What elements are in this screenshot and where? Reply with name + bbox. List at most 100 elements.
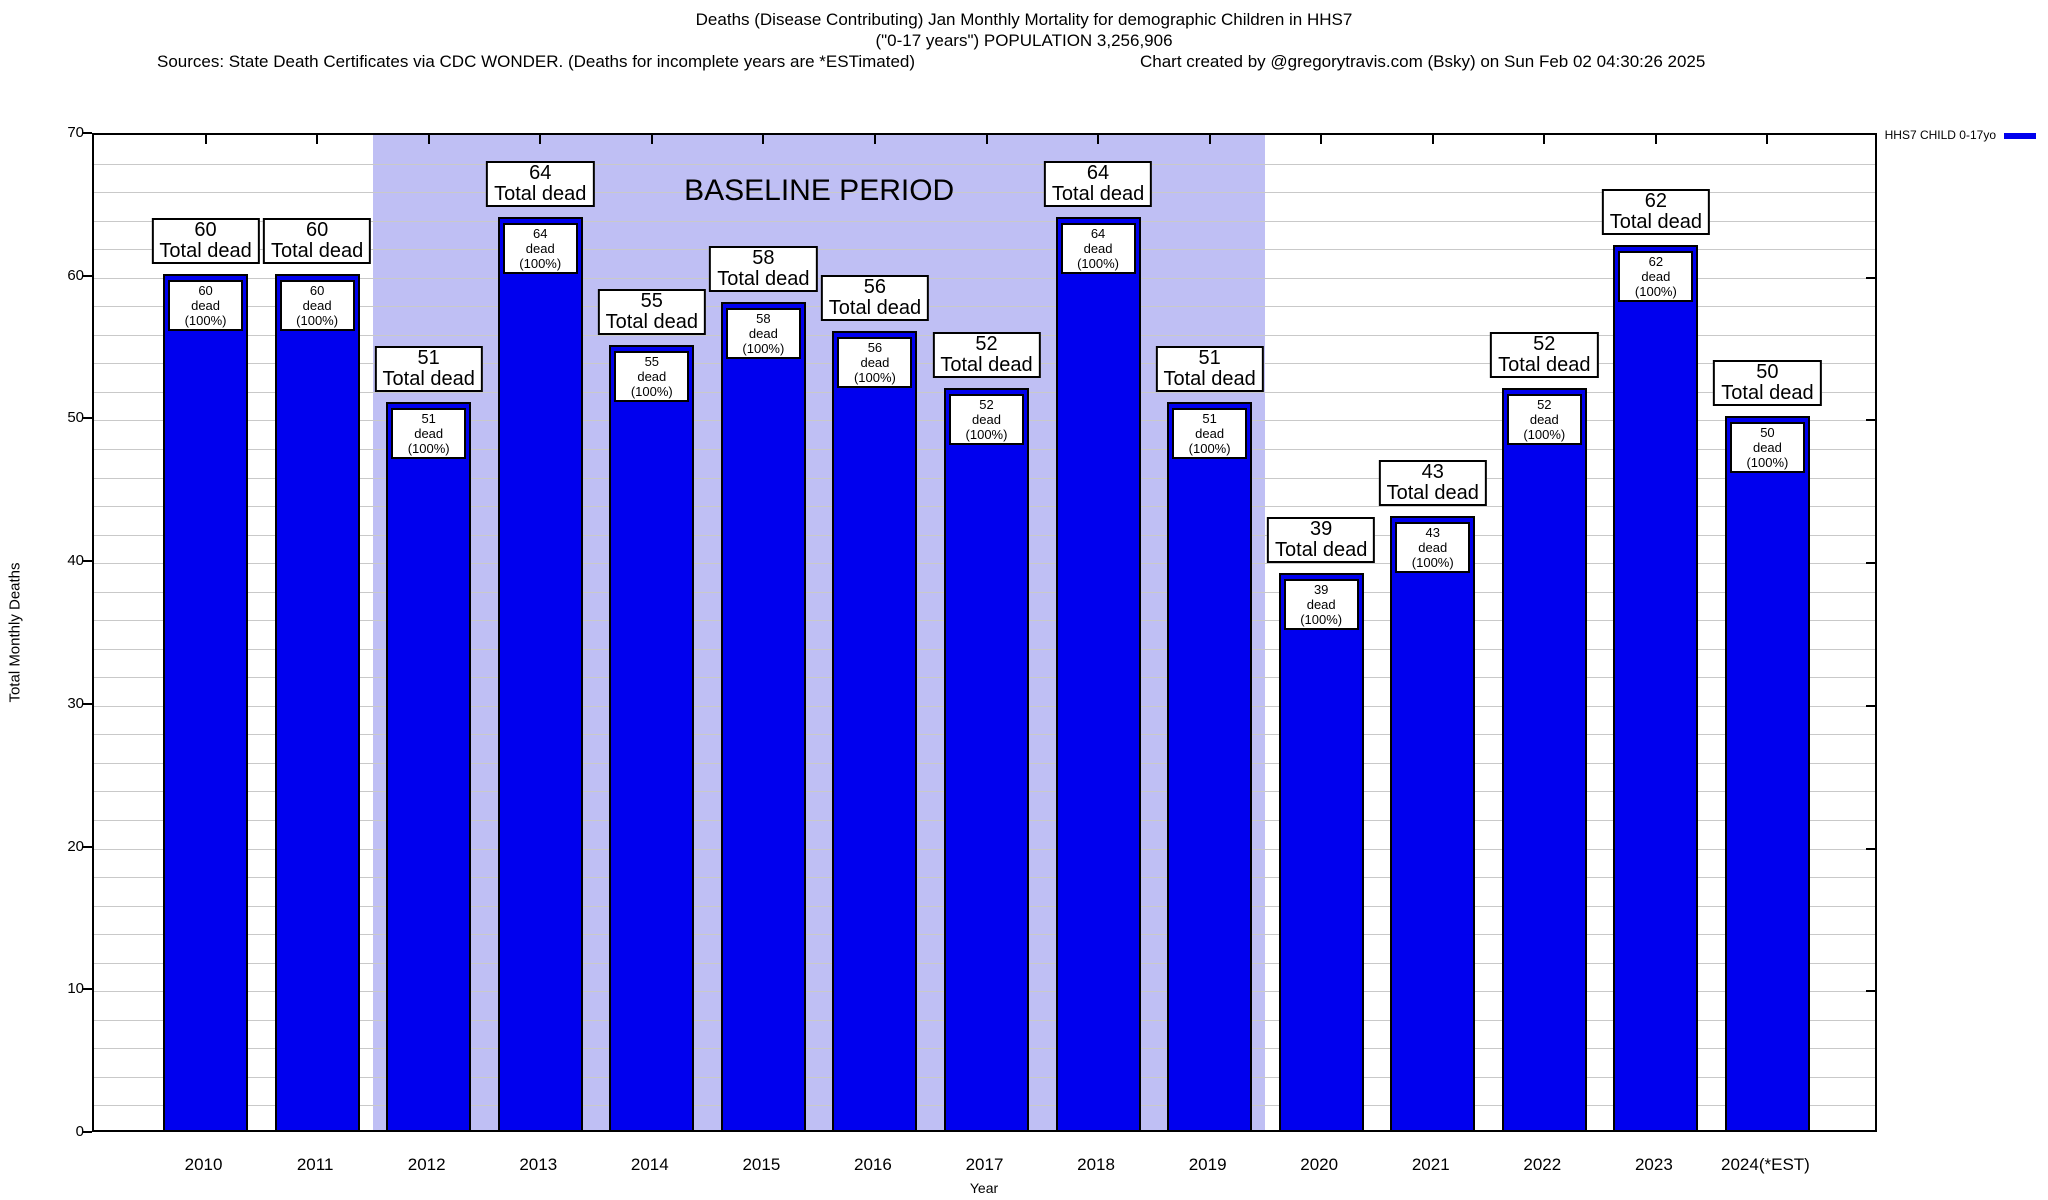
bar-top-suffix: Total dead — [1386, 482, 1479, 505]
x-tick-label: 2013 — [519, 1155, 558, 1174]
bar-top-suffix: Total dead — [1051, 182, 1145, 205]
bar-inner-suffix: dead (100%) — [1077, 240, 1120, 271]
x-tick-mark-top — [539, 135, 542, 144]
bar-top-value: 64 — [1086, 161, 1110, 184]
y-tick-mark-right — [1866, 990, 1875, 993]
bar-top-value: 55 — [640, 290, 663, 313]
bar-inner-suffix: dead (100%) — [1411, 540, 1454, 571]
x-tick-mark-top — [1766, 135, 1769, 144]
sources-note: Sources: State Death Certificates via CD… — [157, 52, 916, 71]
y-tick-mark-left — [83, 132, 92, 134]
gridline — [94, 192, 1875, 194]
bar-inner-label: 43 dead (100%) — [1395, 522, 1471, 574]
bar-top-suffix: Total dead — [1163, 368, 1256, 391]
bar-inner-value: 51 — [421, 411, 436, 427]
y-tick-label: 10 — [67, 980, 84, 998]
bar-top-value: 62 — [1644, 190, 1667, 213]
bar-inner-label: 64 dead (100%) — [502, 222, 578, 274]
x-tick-mark-top — [204, 135, 207, 144]
y-tick-mark-left — [83, 417, 92, 420]
bar-top-suffix: Total dead — [940, 353, 1033, 376]
bar-top-label: 43 Total dead — [1378, 460, 1487, 507]
bar-2023: 62 dead (100%) — [1613, 245, 1699, 1130]
x-tick-label: 2010 — [184, 1155, 223, 1174]
bar-inner-value: 52 — [979, 396, 994, 412]
bar-top-label: 56 Total dead — [820, 274, 930, 321]
bar-top-suffix: Total dead — [1609, 211, 1703, 234]
bar-2018: 64 dead (100%) — [1055, 216, 1141, 1130]
bar-inner-label: 60 dead (100%) — [279, 279, 355, 331]
bar-inner-suffix: dead (100%) — [519, 240, 562, 271]
bar-inner-label: 58 dead (100%) — [725, 308, 801, 360]
y-axis-title: Total Monthly Deaths — [6, 562, 24, 703]
page-title: Deaths (Disease Contributing) Jan Monthl… — [695, 10, 1353, 29]
x-tick-label: 2014 — [630, 1155, 669, 1174]
bar-top-value: 51 — [417, 347, 440, 370]
bar-inner-label: 52 dead (100%) — [949, 393, 1024, 445]
bar-top-label: 64 Total dead — [486, 160, 595, 207]
y-tick-mark-left — [83, 988, 92, 991]
y-tick-label: 70 — [67, 124, 84, 141]
bar-inner-suffix: dead (100%) — [407, 426, 450, 457]
legend-series-label: HHS7 CHILD 0-17yo — [1884, 128, 1996, 142]
bar-inner-value: 64 — [533, 225, 548, 241]
bar-2010: 60 dead (100%) — [163, 273, 249, 1130]
plot-area: BASELINE PERIOD 60 dead (100%) 60 Total dea… — [92, 133, 1877, 1132]
y-tick-label: 60 — [67, 266, 84, 284]
bar-inner-suffix: dead (100%) — [1188, 426, 1231, 457]
bar-2022: 52 dead (100%) — [1501, 387, 1587, 1130]
x-tick-label: 2017 — [965, 1155, 1004, 1174]
bar-inner-value: 39 — [1313, 582, 1329, 598]
bar-top-label: 64 Total dead — [1043, 160, 1153, 207]
y-tick-label: 30 — [67, 694, 84, 712]
x-tick-label: 2011 — [296, 1155, 334, 1174]
bar-top-value: 58 — [752, 247, 775, 270]
bar-inner-suffix: dead (100%) — [296, 297, 339, 328]
bar-top-value: 52 — [1533, 332, 1556, 355]
bar-inner-suffix: dead (100%) — [742, 326, 785, 357]
bar-inner-label: 56 dead (100%) — [837, 336, 913, 388]
x-tick-label: 2012 — [407, 1155, 446, 1174]
bar-inner-label: 51 dead (100%) — [1172, 408, 1248, 460]
bar-inner-suffix: dead (100%) — [1523, 411, 1566, 442]
bar-inner-value: 43 — [1425, 525, 1440, 541]
bar-inner-value: 55 — [644, 354, 660, 370]
x-tick-mark-top — [1097, 135, 1100, 144]
x-tick-label: 2024(*EST) — [1721, 1155, 1810, 1174]
x-tick-mark-top — [316, 135, 319, 144]
bar-top-suffix: Total dead — [828, 296, 922, 319]
bar-top-suffix: Total dead — [717, 268, 810, 291]
x-tick-label: 2020 — [1300, 1155, 1339, 1174]
bar-2011: 60 dead (100%) — [274, 273, 360, 1130]
x-tick-mark-top — [1431, 135, 1434, 144]
x-tick-mark-top — [650, 135, 653, 144]
bar-top-label: 60 Total dead — [151, 217, 260, 264]
x-tick-label: 2021 — [1411, 1155, 1450, 1174]
bar-inner-suffix: dead (100%) — [853, 354, 896, 385]
bar-top-suffix: Total dead — [382, 368, 475, 391]
x-tick-label: 2015 — [742, 1155, 781, 1174]
bar-inner-value: 60 — [309, 282, 325, 298]
gridline — [94, 163, 1875, 165]
baseline-period-label: BASELINE PERIOD — [684, 174, 955, 207]
bar-inner-suffix: dead (100%) — [630, 369, 673, 400]
y-tick-mark-left — [83, 702, 92, 705]
bar-2024(*EST): 50 dead (100%) — [1724, 416, 1810, 1130]
x-tick-mark-top — [873, 135, 876, 144]
bar-top-label: 62 Total dead — [1601, 189, 1711, 236]
x-tick-label: 2019 — [1188, 1155, 1227, 1174]
y-tick-mark-left — [83, 1131, 92, 1133]
bar-2017: 52 dead (100%) — [944, 387, 1029, 1130]
y-tick-label: 40 — [67, 552, 84, 570]
gridline — [94, 277, 1875, 279]
bar-top-label: 58 Total dead — [709, 246, 818, 293]
bar-2021: 43 dead (100%) — [1390, 516, 1476, 1130]
bar-inner-label: 62 dead (100%) — [1618, 251, 1694, 303]
bar-inner-suffix: dead (100%) — [184, 297, 227, 328]
bar-top-label: 52 Total dead — [932, 331, 1041, 378]
x-tick-mark-top — [1320, 135, 1323, 144]
y-tick-label: 50 — [67, 409, 84, 427]
bar-top-suffix: Total dead — [1275, 539, 1368, 562]
bar-top-value: 60 — [305, 218, 329, 241]
